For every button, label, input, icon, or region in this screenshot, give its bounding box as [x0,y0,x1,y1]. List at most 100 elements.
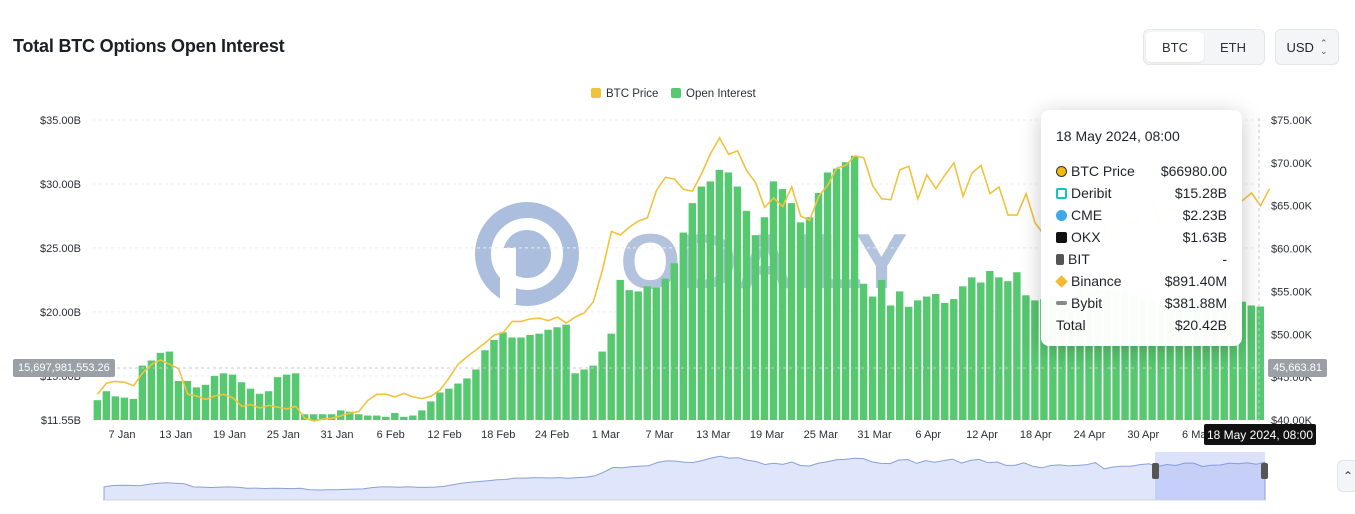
oi-bar [904,306,913,420]
y-left-tick-label: $25.00B [40,243,81,255]
range-navigator[interactable] [103,452,1268,501]
oi-bar [1193,301,1201,420]
x-axis: 7 Jan 13 Jan 19 Jan 25 Jan 31 Jan 6 Feb 12 Feb… [109,429,1270,441]
bit-icon [1056,253,1064,265]
oi-bar [959,286,967,420]
y-right-tick-label: $60.00K [1271,244,1313,256]
oi-bar [841,162,850,421]
oi-bar [914,300,922,420]
tooltip-value: $15.28B [1174,185,1227,201]
oi-bar [1166,301,1174,420]
oi-bar [282,374,291,420]
x-tick-label: 31 Jan [320,429,353,441]
oi-bar [589,365,597,420]
tooltip-row: BIT - [1056,248,1227,270]
oi-bar [950,299,958,420]
oi-bar [1256,306,1264,420]
oi-bar [1202,304,1210,420]
binance-icon [1055,274,1068,288]
oi-bar [445,388,453,420]
tooltip-value: $2.23B [1182,207,1227,223]
okx-icon [1056,231,1067,243]
oi-bar [796,222,805,420]
scroll-up-button[interactable]: ⌃ [1337,460,1355,492]
tooltip-date: 18 May 2024, 08:00 [1056,128,1180,144]
tooltip-row: CME $2.23B [1056,204,1227,226]
y-right-tick-label: $50.00K [1271,329,1313,341]
oi-bar [1058,299,1066,420]
x-tick-label: 13 Mar [696,429,731,441]
oi-bar [1085,292,1093,420]
oi-bar [382,416,390,420]
tooltip-row: BTC Price $66980.00 [1056,160,1227,182]
oi-bar [598,351,606,420]
oi-bar [643,286,651,420]
oi-bar [1112,291,1120,420]
x-tick-label: 24 Apr [1074,429,1106,441]
oi-bar [147,360,156,420]
currency-select[interactable]: USD ⌃ ⌄ [1275,29,1339,65]
oi-bar [237,382,246,420]
oi-bar [1094,290,1102,420]
oi-bar [436,392,444,420]
oi-bar [427,401,435,420]
x-tick-label: 18 Feb [481,429,515,441]
oi-bar [832,168,841,420]
oi-bar [1157,304,1165,420]
oi-bar [1013,272,1021,420]
deribit-icon [1056,187,1067,199]
x-tick-label: 19 Jan [213,429,246,441]
oi-bar [814,192,823,420]
y-right-tick-label: $75.00K [1271,115,1313,127]
btc-icon [1056,165,1067,177]
oi-bar [688,203,697,420]
open-interest-bars [93,155,1264,421]
oi-bar [111,396,120,420]
asset-toggle: BTC ETH [1143,29,1265,65]
oi-bar [472,369,480,420]
oi-bar [1031,300,1039,420]
oi-bar [373,415,381,420]
tooltip-value: $20.42B [1174,317,1227,333]
asset-option-btc[interactable]: BTC [1146,32,1204,62]
oi-bar [697,186,706,420]
oi-bar [1238,301,1246,420]
y-left-tick-label: $30.00B [40,179,81,191]
tooltip-label: Binance [1071,273,1122,289]
tooltip-label: Deribit [1071,185,1112,201]
oi-bar [877,279,886,420]
oi-bar [93,400,102,420]
oi-bar [219,373,228,420]
oi-bar [454,383,462,420]
legend-label: BTC Price [606,88,658,100]
x-tick-label: 13 Jan [159,429,192,441]
oi-bar [1049,296,1057,420]
oi-bar [778,189,787,420]
oi-bar [859,283,868,420]
oi-bar [1220,302,1228,420]
navigator-handle-left [1152,463,1159,479]
oi-bar [652,287,660,420]
tooltip-value: $381.88M [1164,295,1227,311]
tooltip-row: Total $20.42B [1056,314,1227,336]
oi-bar [535,333,543,420]
y-left-tick-label: $35.00B [40,115,81,127]
oi-bar [481,350,489,420]
asset-option-eth[interactable]: ETH [1220,39,1246,55]
tooltip-value: $66980.00 [1160,163,1227,179]
oi-bar [625,290,633,420]
oi-bar [607,333,615,420]
oi-bar [1022,295,1030,420]
y-right-tick-label: $55.00K [1271,286,1313,298]
x-tick-label: 6 Feb [377,429,405,441]
oi-bar [210,375,219,420]
oi-bar [517,337,525,420]
oi-bar [1076,286,1084,420]
oi-bar [1004,281,1012,420]
currency-select-value: USD [1286,39,1314,55]
y-axis-right: $40.00K$45.00K$50.00K$55.00K$60.00K$65.0… [1271,115,1313,427]
oi-bar [895,291,904,420]
oi-bar [1211,304,1219,420]
oi-bar [868,296,877,420]
